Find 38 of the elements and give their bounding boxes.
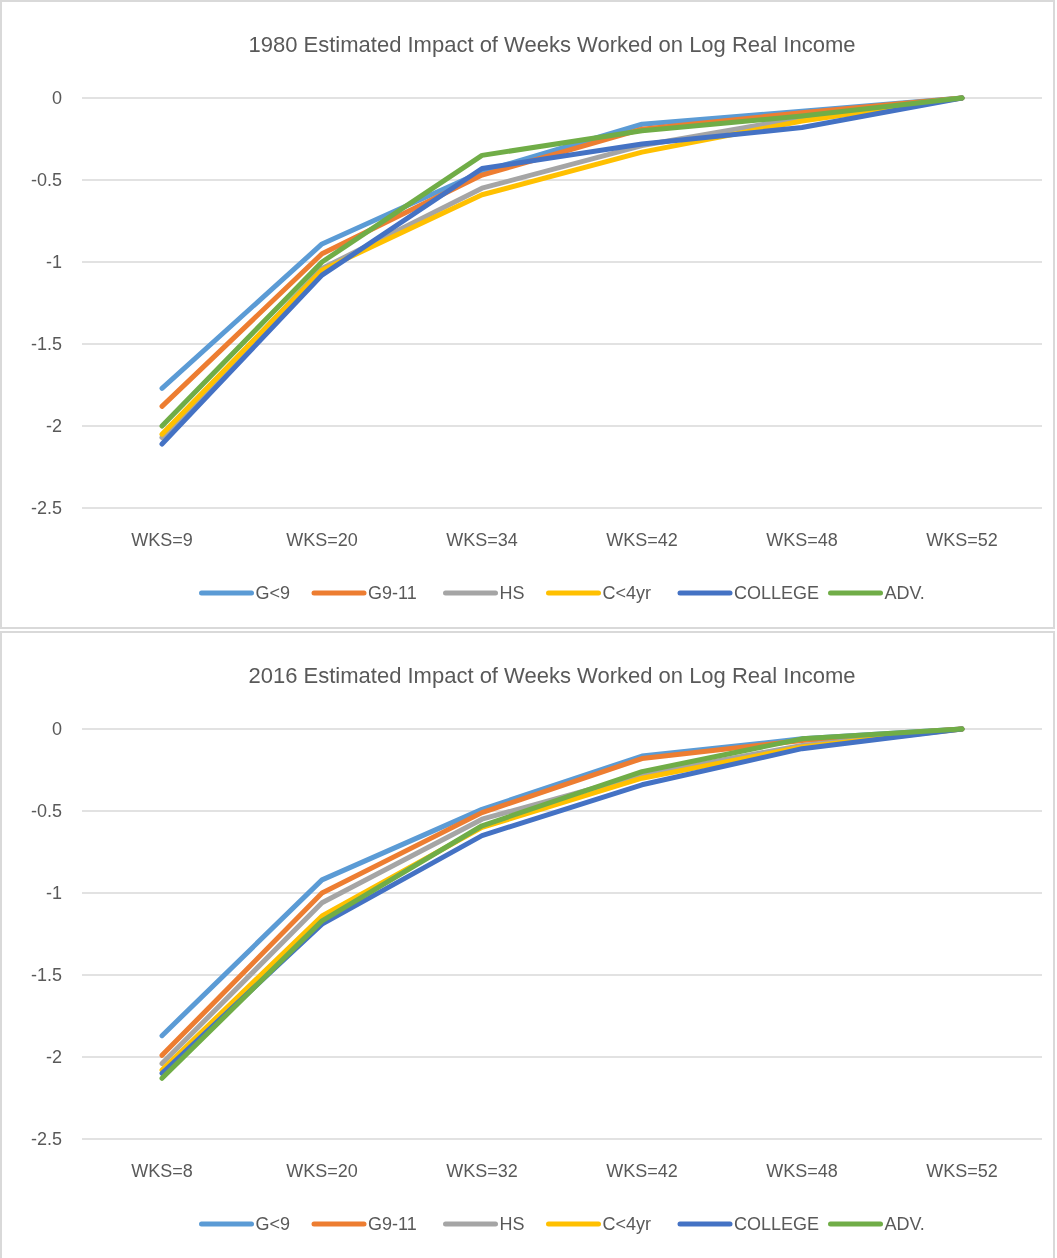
legend-label: G<9 xyxy=(255,1214,291,1235)
x-tick-label: WKS=32 xyxy=(446,1161,518,1181)
y-tick-label: -1 xyxy=(45,252,62,273)
x-tick-label: WKS=48 xyxy=(766,1161,838,1181)
x-tick-label: WKS=42 xyxy=(606,530,678,550)
legend-label: C<4yr xyxy=(602,1214,652,1235)
x-tick-label: WKS=20 xyxy=(286,1161,358,1181)
y-tick-label: -2 xyxy=(45,416,62,437)
y-tick-label: -0.5 xyxy=(30,170,62,191)
legend-label: HS xyxy=(499,583,525,604)
y-tick-label: -0.5 xyxy=(30,801,62,822)
y-tick-label: -2 xyxy=(45,1047,62,1068)
legend-label: G9-11 xyxy=(368,1214,417,1235)
x-tick-label: WKS=42 xyxy=(606,1161,678,1181)
y-tick-label: -2.5 xyxy=(30,1129,62,1150)
y-tick-label: -1.5 xyxy=(30,965,62,986)
legend-label: G9-11 xyxy=(368,583,417,604)
legend-label: C<4yr xyxy=(602,583,652,604)
y-tick-label: -1.5 xyxy=(30,334,62,355)
legend-label: G<9 xyxy=(255,583,291,604)
y-tick-label: 0 xyxy=(51,719,62,740)
y-tick-label: -1 xyxy=(45,883,62,904)
chart-title: 1980 Estimated Impact of Weeks Worked on Log Real Income xyxy=(248,32,856,57)
y-tick-label: -2.5 xyxy=(30,498,62,519)
x-tick-label: WKS=34 xyxy=(446,530,518,550)
legend-label: HS xyxy=(499,1214,525,1235)
x-tick-label: WKS=52 xyxy=(926,530,998,550)
x-tick-label: WKS=8 xyxy=(131,1161,193,1181)
legend-label: ADV. xyxy=(884,1214,925,1235)
legend-label: COLLEGE xyxy=(734,1214,820,1235)
chart-title: 2016 Estimated Impact of Weeks Worked on Log Real Income xyxy=(248,663,856,688)
y-tick-label: 0 xyxy=(51,88,62,109)
x-tick-label: WKS=48 xyxy=(766,530,838,550)
x-tick-label: WKS=9 xyxy=(131,530,193,550)
x-tick-label: WKS=20 xyxy=(286,530,358,550)
legend-label: COLLEGE xyxy=(734,583,820,604)
legend-label: ADV. xyxy=(884,583,925,604)
x-tick-label: WKS=52 xyxy=(926,1161,998,1181)
